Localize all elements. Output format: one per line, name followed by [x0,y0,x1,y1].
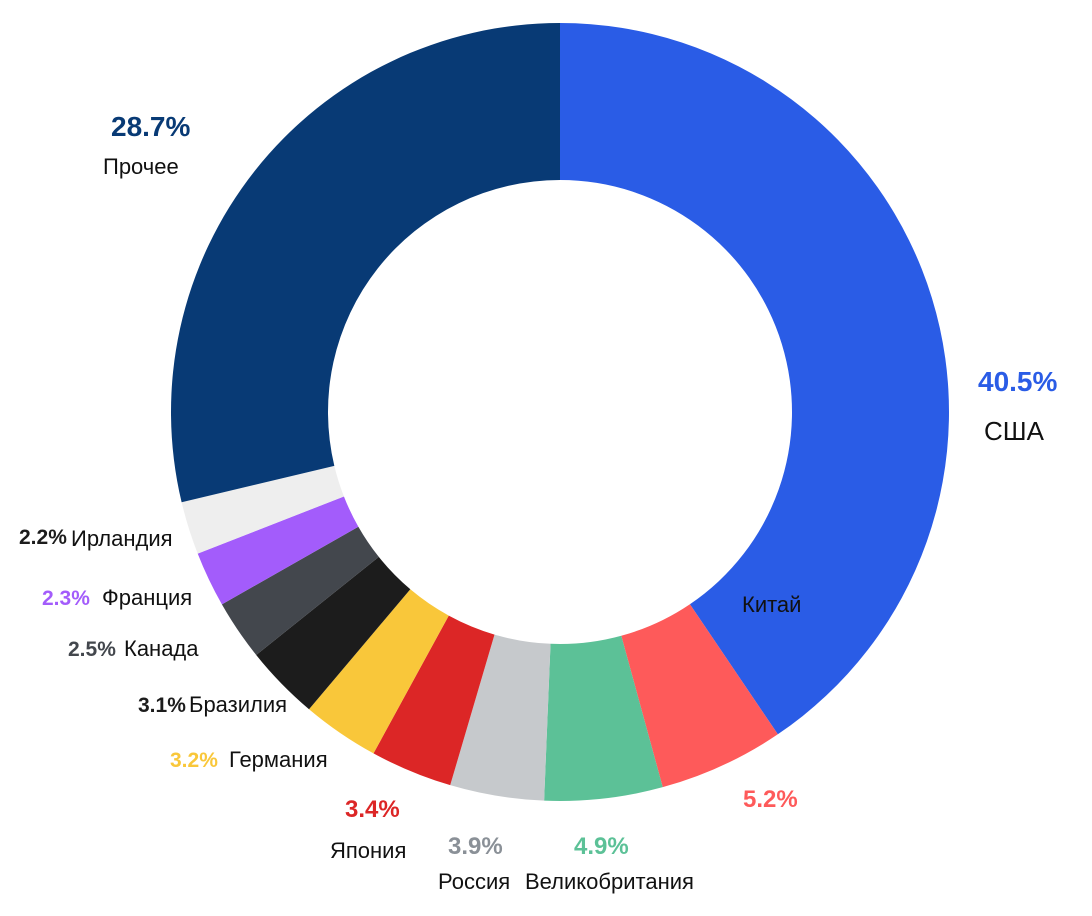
label-name-other: Прочее [103,154,179,179]
label-name-ireland: Ирландия [71,526,173,551]
label-name-brazil: Бразилия [189,692,288,717]
label-pct-usa: 40.5% [978,366,1058,397]
label-name-china: Китай [742,592,802,617]
label-name-russia: Россия [438,869,511,894]
label-name-france: Франция [102,585,193,610]
label-name-japan: Япония [330,838,407,863]
label-pct-ireland: 2.2% [19,526,67,549]
label-pct-brazil: 3.1% [138,694,186,717]
slice-9 [181,465,344,554]
label-pct-canada: 2.5% [68,638,116,661]
label-name-canada: Канада [124,636,199,661]
label-name-germany: Германия [229,747,328,772]
slice-7 [221,526,379,655]
label-pct-china: 5.2% [743,786,798,813]
label-pct-uk: 4.9% [574,833,629,860]
slice-8 [197,496,359,605]
slice-4 [373,615,495,786]
slice-5 [309,589,449,754]
label-pct-russia: 3.9% [448,833,503,860]
slice-3 [450,634,551,801]
label-pct-japan: 3.4% [345,796,400,823]
label-pct-france: 2.3% [42,587,90,610]
slice-2 [544,635,663,802]
slice-0 [560,23,949,735]
slice-10 [170,23,560,503]
label-name-usa: США [984,416,1044,446]
slice-6 [256,556,411,710]
slice-1 [621,604,778,788]
label-pct-other: 28.7% [111,111,191,142]
label-name-uk: Великобритания [525,869,694,894]
label-pct-germany: 3.2% [170,749,218,772]
